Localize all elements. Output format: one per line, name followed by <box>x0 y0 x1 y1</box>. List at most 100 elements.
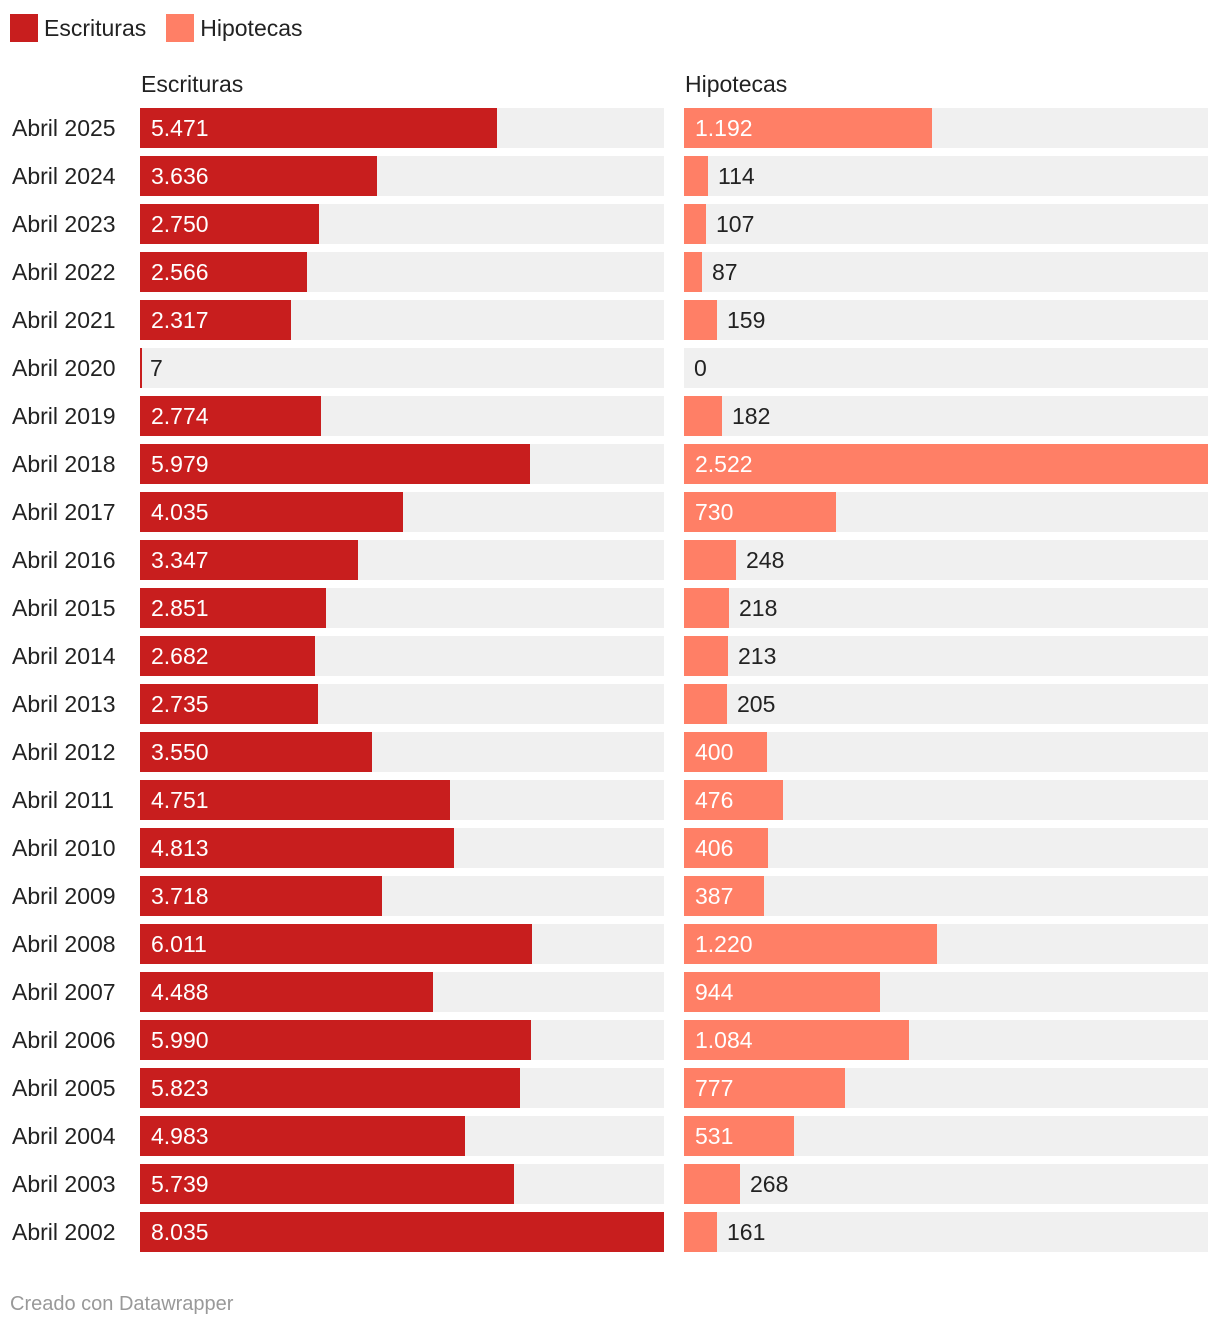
bar-hipotecas <box>684 108 932 148</box>
bar-track: 3.718 <box>140 876 664 916</box>
row-label: Abril 2005 <box>12 1075 116 1101</box>
bar-track: 6.011 <box>140 924 664 964</box>
legend-item-hipotecas: Hipotecas <box>166 14 303 42</box>
data-label: 114 <box>718 163 755 189</box>
row-label: Abril 2008 <box>12 931 116 957</box>
row-label: Abril 2025 <box>12 115 116 141</box>
data-label: 4.035 <box>151 499 209 525</box>
bar-track: 213 <box>684 636 1208 676</box>
data-label: 2.851 <box>151 595 209 621</box>
data-label: 1.220 <box>695 931 753 957</box>
bar-chart: Abril 2025 5.471 1.192 Abril 2024 3.636 114 Ab… <box>12 108 1208 1252</box>
row-label: Abril 2022 <box>12 259 116 285</box>
data-label: 6.011 <box>151 931 207 957</box>
bar-escrituras <box>140 540 358 580</box>
bar-escrituras <box>140 156 377 196</box>
data-label: 2.774 <box>151 403 209 429</box>
bar-track: 4.035 <box>140 492 664 532</box>
bar-track: 5.979 <box>140 444 664 484</box>
bar-hipotecas <box>684 444 1208 484</box>
data-label: 5.979 <box>151 451 209 477</box>
bar-hipotecas <box>684 300 717 340</box>
legend-item-escrituras: Escrituras <box>10 14 146 42</box>
footer-credit: Creado con Datawrapper <box>10 1293 234 1315</box>
data-label: 0 <box>694 355 707 381</box>
data-label: 2.522 <box>695 451 753 477</box>
bar-escrituras <box>140 924 532 964</box>
data-label: 944 <box>695 979 734 1005</box>
data-label: 2.317 <box>151 307 209 333</box>
bar-track: 476 <box>684 780 1208 820</box>
bar-hipotecas <box>684 972 880 1012</box>
bar-track: 205 <box>684 684 1208 724</box>
bar-track: 944 <box>684 972 1208 1012</box>
bar-track: 2.774 <box>140 396 664 436</box>
legend-swatch-escrituras <box>10 14 38 42</box>
bar-track: 4.983 <box>140 1116 664 1156</box>
data-label: 205 <box>737 691 776 717</box>
bar-track: 2.317 <box>140 300 664 340</box>
bar-hipotecas <box>684 540 736 580</box>
bar-track: 1.220 <box>684 924 1208 964</box>
bar-track: 777 <box>684 1068 1208 1108</box>
row-label: Abril 2017 <box>12 499 116 525</box>
data-label: 730 <box>695 499 734 525</box>
bar-track: 4.813 <box>140 828 664 868</box>
bar-hipotecas <box>684 1068 845 1108</box>
row-label: Abril 2009 <box>12 883 116 909</box>
bar-hipotecas <box>684 492 836 532</box>
legend-swatch-hipotecas <box>166 14 195 42</box>
data-label: 4.751 <box>151 787 209 813</box>
bar-hipotecas <box>684 636 728 676</box>
panel-title-hipotecas: Hipotecas <box>685 71 788 97</box>
data-label: 3.636 <box>151 163 209 189</box>
bar-track: 87 <box>684 252 1208 292</box>
bar-hipotecas <box>684 732 767 772</box>
bar-escrituras <box>140 684 318 724</box>
data-label: 4.813 <box>151 835 209 861</box>
data-label: 3.347 <box>151 547 209 573</box>
row-label: Abril 2015 <box>12 595 116 621</box>
bar-track: 161 <box>684 1212 1208 1252</box>
data-label: 5.823 <box>151 1075 209 1101</box>
bar-track: 4.751 <box>140 780 664 820</box>
legend-label-escrituras: Escrituras <box>44 15 147 41</box>
bar-escrituras <box>140 204 319 244</box>
bar-escrituras <box>140 780 450 820</box>
data-label: 1.192 <box>695 115 753 141</box>
bar-escrituras <box>140 588 326 628</box>
bar-track: 8.035 <box>140 1212 664 1252</box>
bar-track: 159 <box>684 300 1208 340</box>
data-label: 777 <box>695 1075 734 1101</box>
row-label: Abril 2014 <box>12 643 116 669</box>
data-label: 248 <box>746 547 785 573</box>
row-label: Abril 2023 <box>12 211 116 237</box>
bar-hipotecas <box>684 588 729 628</box>
data-label: 87 <box>712 259 738 285</box>
bar-track: 2.735 <box>140 684 664 724</box>
row-label: Abril 2006 <box>12 1027 116 1053</box>
bar-hipotecas <box>684 780 783 820</box>
bar-track: 2.750 <box>140 204 664 244</box>
row-label: Abril 2019 <box>12 403 116 429</box>
row-label: Abril 2002 <box>12 1219 116 1245</box>
data-label: 406 <box>695 835 734 861</box>
data-label: 5.739 <box>151 1171 209 1197</box>
data-label: 7 <box>150 355 163 381</box>
row-label: Abril 2010 <box>12 835 116 861</box>
data-label: 213 <box>738 643 777 669</box>
data-label: 5.471 <box>151 115 209 141</box>
bar-track: 531 <box>684 1116 1208 1156</box>
bar-hipotecas <box>684 396 722 436</box>
row-label: Abril 2021 <box>12 307 116 333</box>
bar-track: 3.347 <box>140 540 664 580</box>
data-label: 268 <box>750 1171 789 1197</box>
bar-escrituras <box>140 300 291 340</box>
panel-title-escrituras: Escrituras <box>141 71 244 97</box>
bar-track: 7 <box>140 348 664 388</box>
bar-escrituras <box>140 492 403 532</box>
data-label: 531 <box>695 1123 734 1149</box>
bar-hipotecas <box>684 1020 909 1060</box>
bar-track: 730 <box>684 492 1208 532</box>
bar-track: 0 <box>684 348 1208 388</box>
